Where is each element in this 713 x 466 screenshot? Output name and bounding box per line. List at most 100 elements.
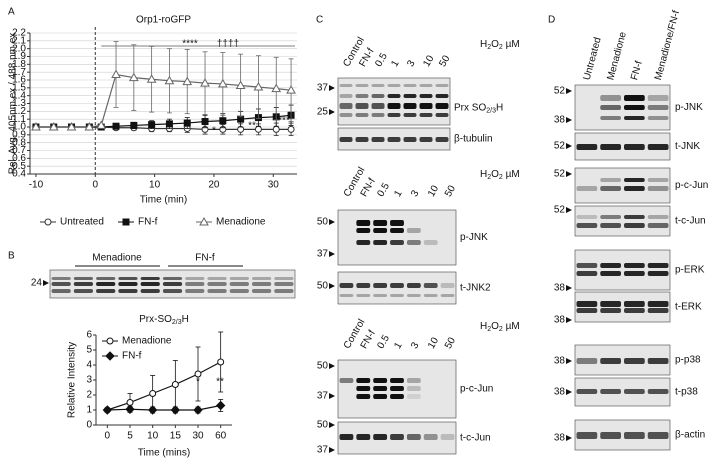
band (371, 137, 385, 142)
band (576, 263, 598, 268)
band (600, 432, 621, 439)
treatment-label: H2O2 µM (480, 39, 520, 52)
blot-membrane (574, 205, 671, 237)
size-marker: 38 (554, 433, 566, 444)
band (390, 394, 404, 399)
band (371, 113, 385, 117)
size-marker: 52 (554, 169, 566, 180)
band (600, 144, 621, 150)
size-marker: 25 (317, 107, 329, 118)
band (390, 220, 404, 226)
marker-arrow (566, 88, 572, 94)
point (193, 405, 203, 415)
band (140, 289, 160, 293)
lane-label: 1 (389, 58, 402, 69)
band (403, 137, 417, 142)
x-tick-label: 10 (147, 431, 159, 442)
blot-label: p-p38 (675, 355, 701, 366)
band (373, 378, 388, 383)
band (403, 84, 417, 87)
band (624, 105, 645, 110)
size-marker: 50 (317, 217, 329, 228)
band (339, 434, 354, 440)
blot-label: p-c-Jun (460, 384, 493, 395)
band (419, 84, 433, 87)
size-marker: 38 (554, 115, 566, 126)
band (118, 282, 138, 286)
treatment-label-part: 2 (499, 174, 503, 181)
band (576, 432, 598, 439)
band (624, 95, 645, 101)
band (140, 282, 160, 286)
band (373, 228, 388, 233)
chart-title-part: Prx-SO (139, 314, 172, 325)
band (406, 394, 421, 399)
x-axis-label: Time (mins) (138, 448, 190, 459)
y-tick-label: 1.4 (12, 90, 26, 101)
marker-arrow (329, 219, 335, 225)
band (162, 282, 183, 286)
y-tick-label: 1.2 (12, 106, 26, 117)
marker-arrow (43, 280, 49, 286)
size-marker: 38 (554, 356, 566, 367)
band (600, 178, 621, 182)
point (182, 76, 193, 86)
band (339, 283, 354, 288)
band (435, 84, 449, 87)
size-marker: 52 (554, 141, 566, 152)
band (600, 105, 621, 110)
point (84, 121, 95, 131)
y-tick-label: 4 (86, 360, 92, 371)
lane-label: 10 (421, 53, 436, 69)
x-tick-label: 60 (215, 431, 227, 442)
band (624, 263, 645, 268)
band (600, 215, 621, 219)
point (102, 405, 113, 415)
band (355, 84, 369, 87)
y-tick-label: 2.1 (12, 35, 26, 46)
band (435, 113, 449, 117)
band (373, 294, 388, 297)
blot (574, 205, 671, 237)
point (128, 72, 139, 82)
blot (574, 84, 671, 131)
annotation: ** (216, 377, 224, 388)
blot-label: t-c-Jun (675, 216, 706, 227)
band (356, 228, 371, 233)
blot-label-part: H (496, 102, 503, 113)
band (185, 277, 205, 280)
point (219, 117, 227, 125)
point (149, 390, 157, 397)
band (403, 94, 417, 98)
blot (49, 269, 296, 299)
band (390, 228, 404, 233)
band (624, 358, 645, 364)
point (130, 121, 138, 129)
band (576, 215, 598, 219)
point (194, 370, 202, 378)
blot-label: t-p38 (675, 387, 698, 398)
marker-arrow (566, 317, 572, 323)
chart-title: Prx-SO2/3H (139, 314, 189, 327)
series-line (107, 361, 221, 411)
band (435, 137, 449, 142)
x-tick-label: 20 (208, 180, 220, 191)
band (624, 223, 645, 228)
series-line (35, 73, 292, 128)
band (406, 386, 421, 391)
blot (337, 127, 451, 151)
band (647, 308, 669, 313)
legend-label: Untreated (60, 217, 104, 228)
treatment-label-part: 2 (499, 326, 503, 333)
band (419, 103, 433, 109)
band (390, 294, 404, 297)
marker-arrow (566, 207, 572, 213)
band (355, 94, 369, 98)
band (600, 95, 621, 101)
band (647, 178, 669, 182)
y-tick-label: 0.7 (12, 145, 26, 156)
size-marker: 38 (554, 315, 566, 326)
band (576, 144, 598, 150)
band (406, 228, 421, 233)
band (356, 294, 371, 297)
